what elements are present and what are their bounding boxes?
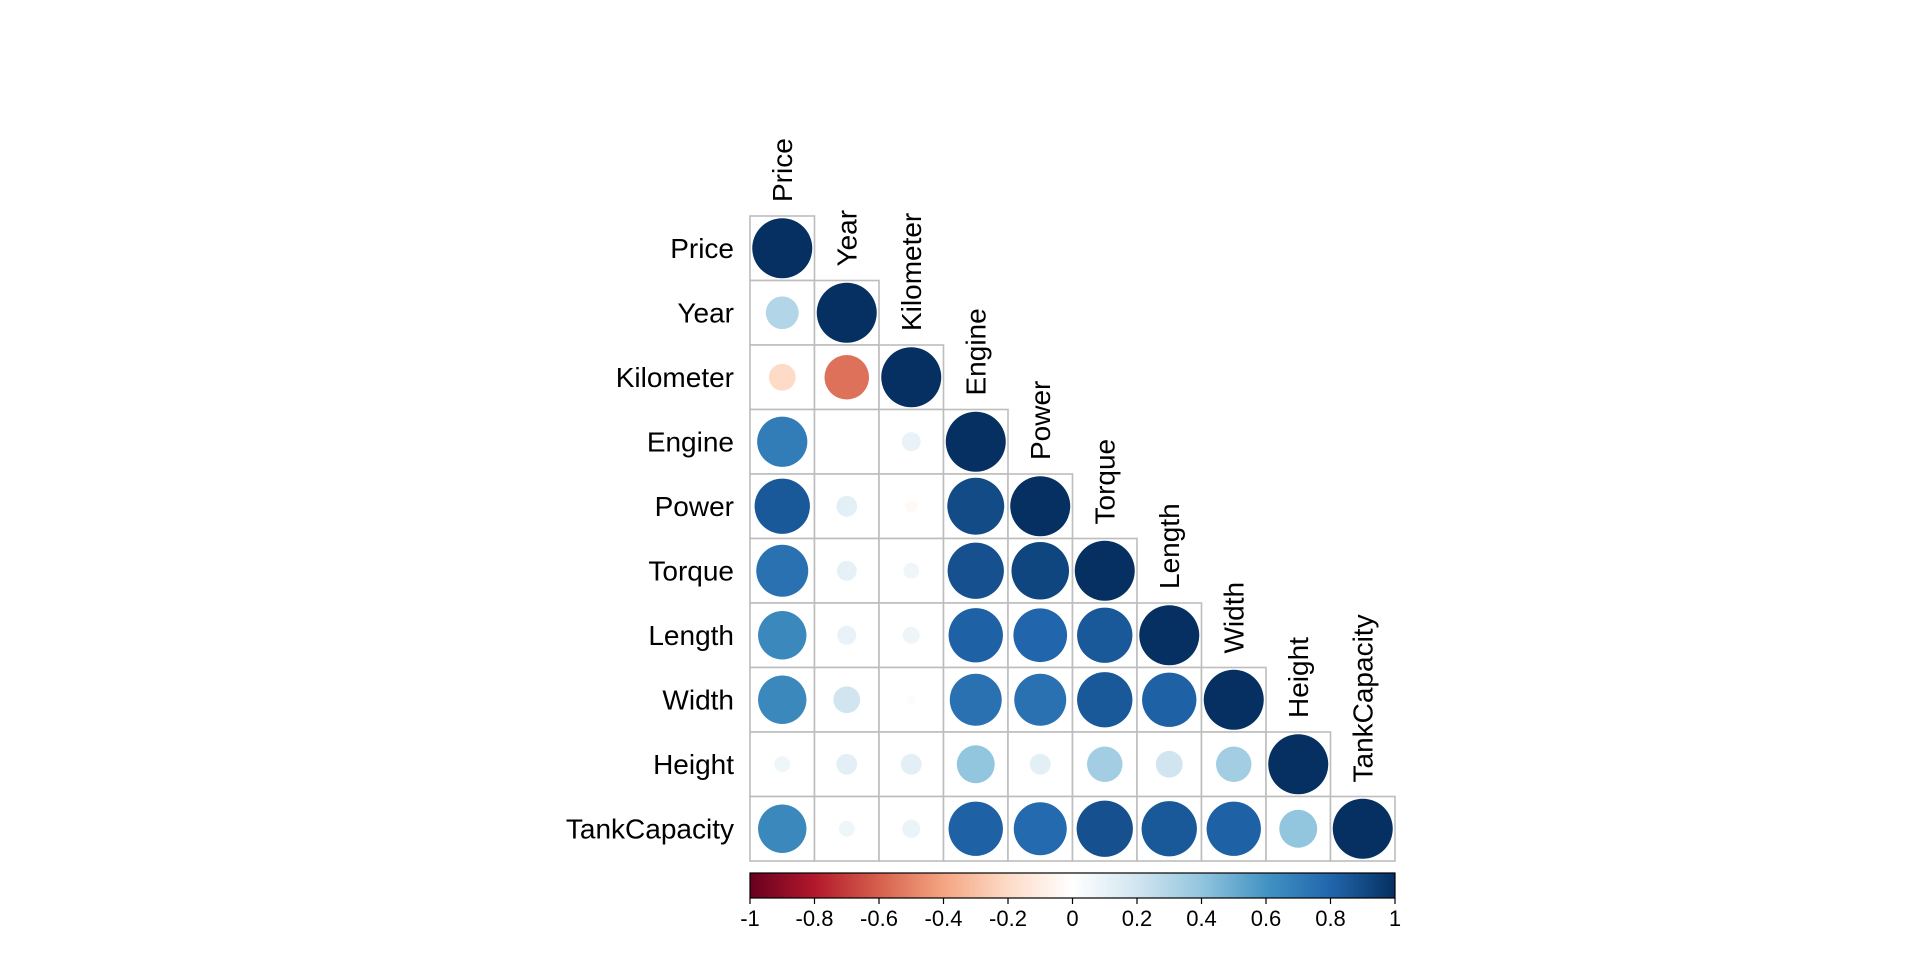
column-label: Engine <box>960 308 991 395</box>
column-label: Torque <box>1089 439 1120 525</box>
correlation-circle <box>1142 672 1197 727</box>
correlation-circle <box>1029 753 1051 775</box>
circles <box>752 218 1393 859</box>
colorbar-tick-label: 1 <box>1389 906 1401 931</box>
correlation-circle <box>768 363 796 391</box>
matrix-cell <box>813 408 880 475</box>
correlation-circle <box>881 347 942 408</box>
column-label: Price <box>767 138 798 202</box>
correlation-circle <box>836 753 858 775</box>
correlation-circle <box>838 820 855 837</box>
correlation-circle <box>901 432 921 452</box>
correlation-circle <box>1077 607 1133 663</box>
correlation-circle <box>756 544 809 597</box>
correlation-circle <box>905 500 918 513</box>
row-label: Engine <box>647 426 734 457</box>
correlation-circle <box>1203 669 1264 730</box>
correlation-circle <box>757 416 808 467</box>
correlation-circle <box>836 560 857 581</box>
correlation-circle <box>945 411 1006 472</box>
correlation-circle <box>1013 608 1068 663</box>
correlation-circle <box>1141 801 1197 857</box>
colorbar-tick-label: -1 <box>740 906 760 931</box>
correlation-circle <box>948 608 1003 663</box>
correlation-circle <box>754 478 810 534</box>
correlation-circle <box>948 801 1003 856</box>
correlation-circle <box>1155 750 1183 778</box>
row-label: Width <box>662 684 734 715</box>
column-label: TankCapacity <box>1347 614 1378 782</box>
correlation-circle <box>1139 605 1200 666</box>
correlation-circle <box>816 282 877 343</box>
correlation-circle <box>1014 673 1067 726</box>
column-label: Width <box>1218 582 1249 654</box>
colorbar-tick-label: 0.6 <box>1251 906 1282 931</box>
correlation-circle <box>1332 798 1393 859</box>
correlation-circle <box>833 686 861 714</box>
correlation-circle <box>1013 802 1067 856</box>
colorbar-tick-label: 0.8 <box>1315 906 1346 931</box>
correlation-circle <box>902 626 920 644</box>
row-label: Height <box>653 749 734 780</box>
column-label: Year <box>831 210 862 267</box>
correlation-circle <box>1216 746 1252 782</box>
colorbar-tick-label: -0.2 <box>989 906 1027 931</box>
correlation-circle <box>1076 800 1133 857</box>
correlation-circle <box>1206 801 1261 856</box>
row-label: Torque <box>648 555 734 586</box>
row-label: Year <box>677 297 734 328</box>
correlation-circle <box>1268 734 1329 795</box>
variable-labels: Price Price Year Year Kilometer Kilometer Engi… <box>566 138 1378 844</box>
correlation-circle <box>758 804 807 853</box>
row-label: TankCapacity <box>566 813 734 844</box>
correlation-circle <box>758 611 807 660</box>
correlation-circle <box>1010 476 1071 537</box>
correlation-circle <box>956 745 995 784</box>
row-label: Kilometer <box>616 362 734 393</box>
colorbar-tick-label: -0.6 <box>860 906 898 931</box>
correlation-circle <box>824 355 869 400</box>
correlation-circle <box>907 695 916 704</box>
correlation-circle <box>836 495 858 517</box>
column-label: Length <box>1154 503 1185 589</box>
correlation-circle <box>758 675 807 724</box>
correlation-circle <box>752 218 813 279</box>
correlation-circle <box>947 542 1004 599</box>
correlation-circle <box>1087 746 1123 782</box>
row-label: Length <box>648 620 734 651</box>
row-label: Price <box>670 233 734 264</box>
correlation-circle <box>947 477 1005 535</box>
correlation-circle <box>949 673 1002 726</box>
colorbar-tick-label: -0.8 <box>796 906 834 931</box>
colorbar-tick-label: 0.4 <box>1186 906 1217 931</box>
correlation-circle <box>837 625 857 645</box>
colorbar-tick-label: 0.2 <box>1122 906 1153 931</box>
colorbar: -1 -0.8 -0.6 -0.4 -0.2 0 0.2 0.4 0.6 0.8 1 <box>740 872 1401 931</box>
correlation-circle <box>903 562 920 579</box>
column-label: Power <box>1025 381 1056 460</box>
correlation-circle <box>765 296 799 330</box>
column-label: Kilometer <box>896 213 927 331</box>
colorbar-tick-label: 0 <box>1066 906 1078 931</box>
column-label: Height <box>1283 637 1314 718</box>
correlation-circle <box>1077 672 1133 728</box>
correlation-circle <box>900 753 922 775</box>
colorbar-bar <box>749 872 1396 899</box>
correlation-circle <box>774 756 791 773</box>
colorbar-tick-label: -0.4 <box>925 906 963 931</box>
row-label: Power <box>655 491 734 522</box>
correlation-circle <box>902 819 921 838</box>
correlation-circle <box>1074 540 1135 601</box>
correlation-circle <box>1011 541 1070 600</box>
correlation-circle <box>1279 809 1318 848</box>
